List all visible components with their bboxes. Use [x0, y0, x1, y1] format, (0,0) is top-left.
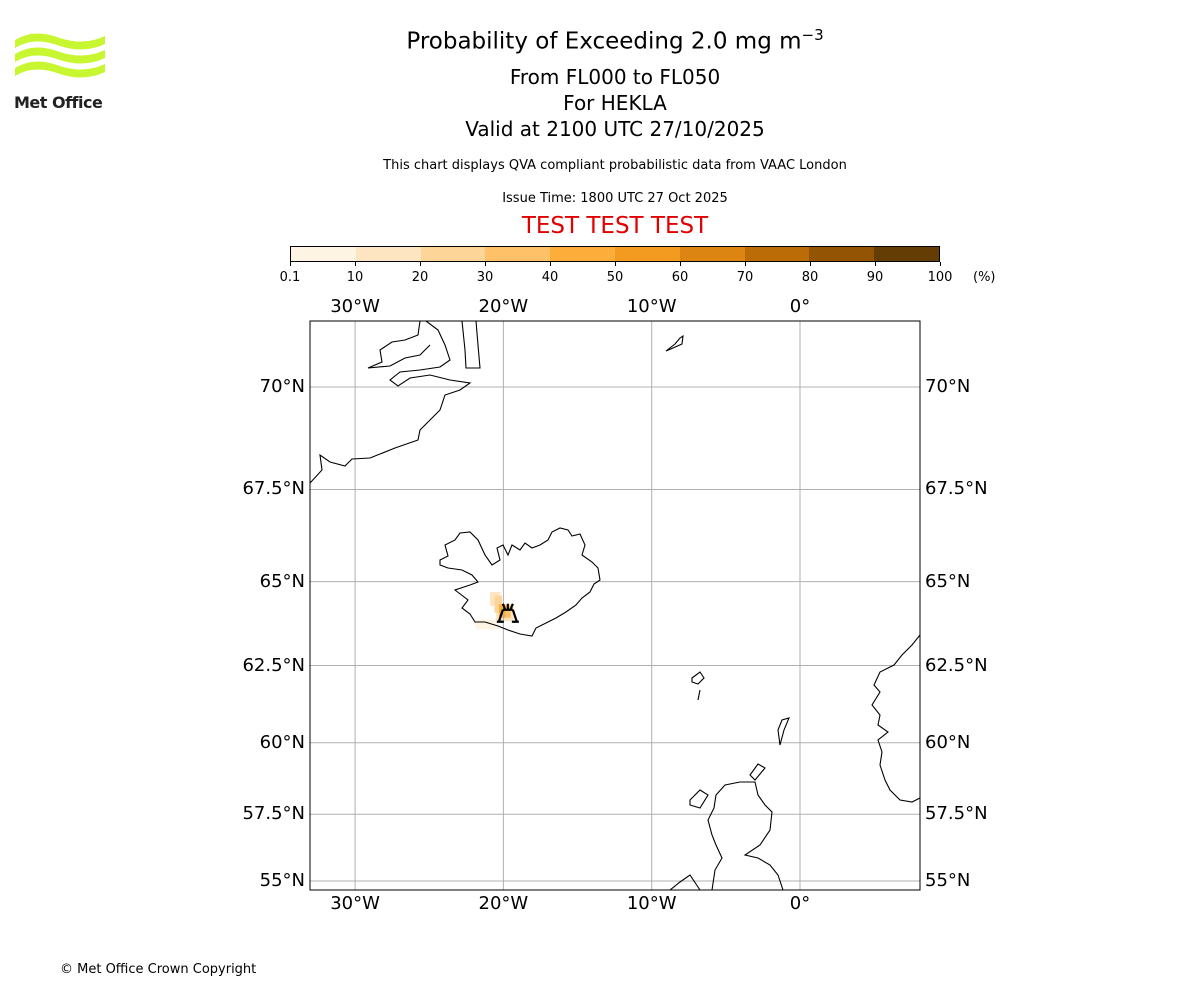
colorbar-tick-label: 20	[411, 270, 429, 285]
colorbar-bin	[744, 247, 810, 261]
met-office-logo: Met Office	[14, 30, 109, 115]
colorbar-tick	[615, 262, 616, 266]
colorbar-tick	[810, 262, 811, 266]
colorbar-tick-label: 40	[541, 270, 559, 285]
colorbar-tick	[290, 262, 291, 266]
colorbar-bin	[809, 247, 875, 261]
volcano-icon	[496, 603, 519, 623]
colorbar-tick	[680, 262, 681, 266]
colorbar-bin	[355, 247, 421, 261]
coastline-shetland	[777, 717, 790, 746]
flight-level-range: From FL000 to FL050	[509, 65, 721, 89]
colorbar-tick-label: 80	[801, 270, 819, 285]
colorbar-bin	[291, 247, 356, 261]
lon-label-bottom: 20°W	[478, 893, 529, 914]
plume-cell	[475, 619, 499, 630]
colorbar-tick-label: 60	[671, 270, 689, 285]
colorbar-tick-label: 0.1	[279, 270, 301, 285]
colorbar-bin	[420, 247, 486, 261]
lat-label-left: 70°N	[259, 376, 305, 397]
coastline-scotland	[669, 781, 784, 890]
lon-label-bottom: 0°	[789, 893, 811, 914]
lat-label-right: 55°N	[925, 870, 971, 891]
colorbar-tick-label: 10	[346, 270, 364, 285]
colorbar	[290, 246, 940, 262]
coastline-norway	[871, 634, 920, 803]
lat-label-right: 60°N	[925, 731, 971, 753]
colorbar-tick	[745, 262, 746, 266]
issue-time: Issue Time: 1800 UTC 27 Oct 2025	[502, 191, 728, 206]
colorbar-tick-label: 50	[606, 270, 624, 285]
coastline-faroe	[691, 671, 705, 701]
lat-label-right: 65°N	[925, 570, 971, 592]
valid-time: Valid at 2100 UTC 27/10/2025	[465, 117, 765, 141]
colorbar-tick-label: 30	[476, 270, 494, 285]
lat-label-right: 70°N	[925, 376, 971, 397]
lat-label-right: 67.5°N	[925, 478, 988, 500]
lon-label-top: 0°	[789, 296, 811, 317]
colorbar-bin	[485, 247, 551, 261]
colorbar-bin	[550, 247, 615, 261]
lat-label-left: 57.5°N	[242, 803, 305, 825]
colorbar-bin	[614, 247, 680, 261]
colorbar-tick	[355, 262, 356, 266]
colorbar-tick-label: 90	[866, 270, 884, 285]
test-banner: TEST TEST TEST	[521, 213, 709, 239]
colorbar-tick-label: 70	[736, 270, 754, 285]
coastline-jan-mayen	[665, 334, 684, 352]
colorbar-tick	[875, 262, 876, 266]
coastline-greenland	[310, 321, 481, 484]
lat-label-right: 62.5°N	[925, 654, 988, 676]
colorbar-unit: (%)	[973, 270, 996, 285]
lat-label-left: 67.5°N	[242, 478, 305, 500]
coastline-iceland	[439, 527, 601, 637]
lat-label-right: 57.5°N	[925, 803, 988, 825]
subtitle: This chart displays QVA compliant probab…	[383, 158, 847, 173]
colorbar-tick	[485, 262, 486, 266]
chart-title: Probability of Exceeding 2.0 mg m−3	[406, 26, 824, 55]
colorbar-bin	[679, 247, 745, 261]
lon-label-top: 30°W	[330, 296, 380, 317]
lon-label-bottom: 30°W	[330, 893, 380, 914]
lat-label-left: 62.5°N	[242, 654, 305, 676]
logo-text: Met Office	[14, 93, 103, 112]
coastline-orkney	[749, 763, 766, 781]
lon-label-top: 20°W	[478, 296, 529, 317]
lat-label-left: 55°N	[259, 870, 305, 891]
logo-waves-icon	[15, 33, 105, 78]
lat-label-left: 65°N	[259, 570, 305, 592]
colorbar-tick	[420, 262, 421, 266]
colorbar-tick	[940, 262, 941, 266]
colorbar-bin	[874, 247, 939, 261]
plume-cell	[494, 595, 502, 613]
map-frame	[309, 320, 921, 891]
lat-label-left: 60°N	[259, 731, 305, 753]
lon-label-bottom: 10°W	[626, 893, 677, 914]
copyright: © Met Office Crown Copyright	[60, 962, 257, 977]
colorbar-tick-label: 100	[927, 270, 953, 285]
colorbar-tick	[550, 262, 551, 266]
volcano-name: For HEKLA	[563, 91, 667, 115]
lon-label-top: 10°W	[626, 296, 677, 317]
plume-cell	[505, 605, 511, 618]
coastlines	[310, 321, 920, 890]
